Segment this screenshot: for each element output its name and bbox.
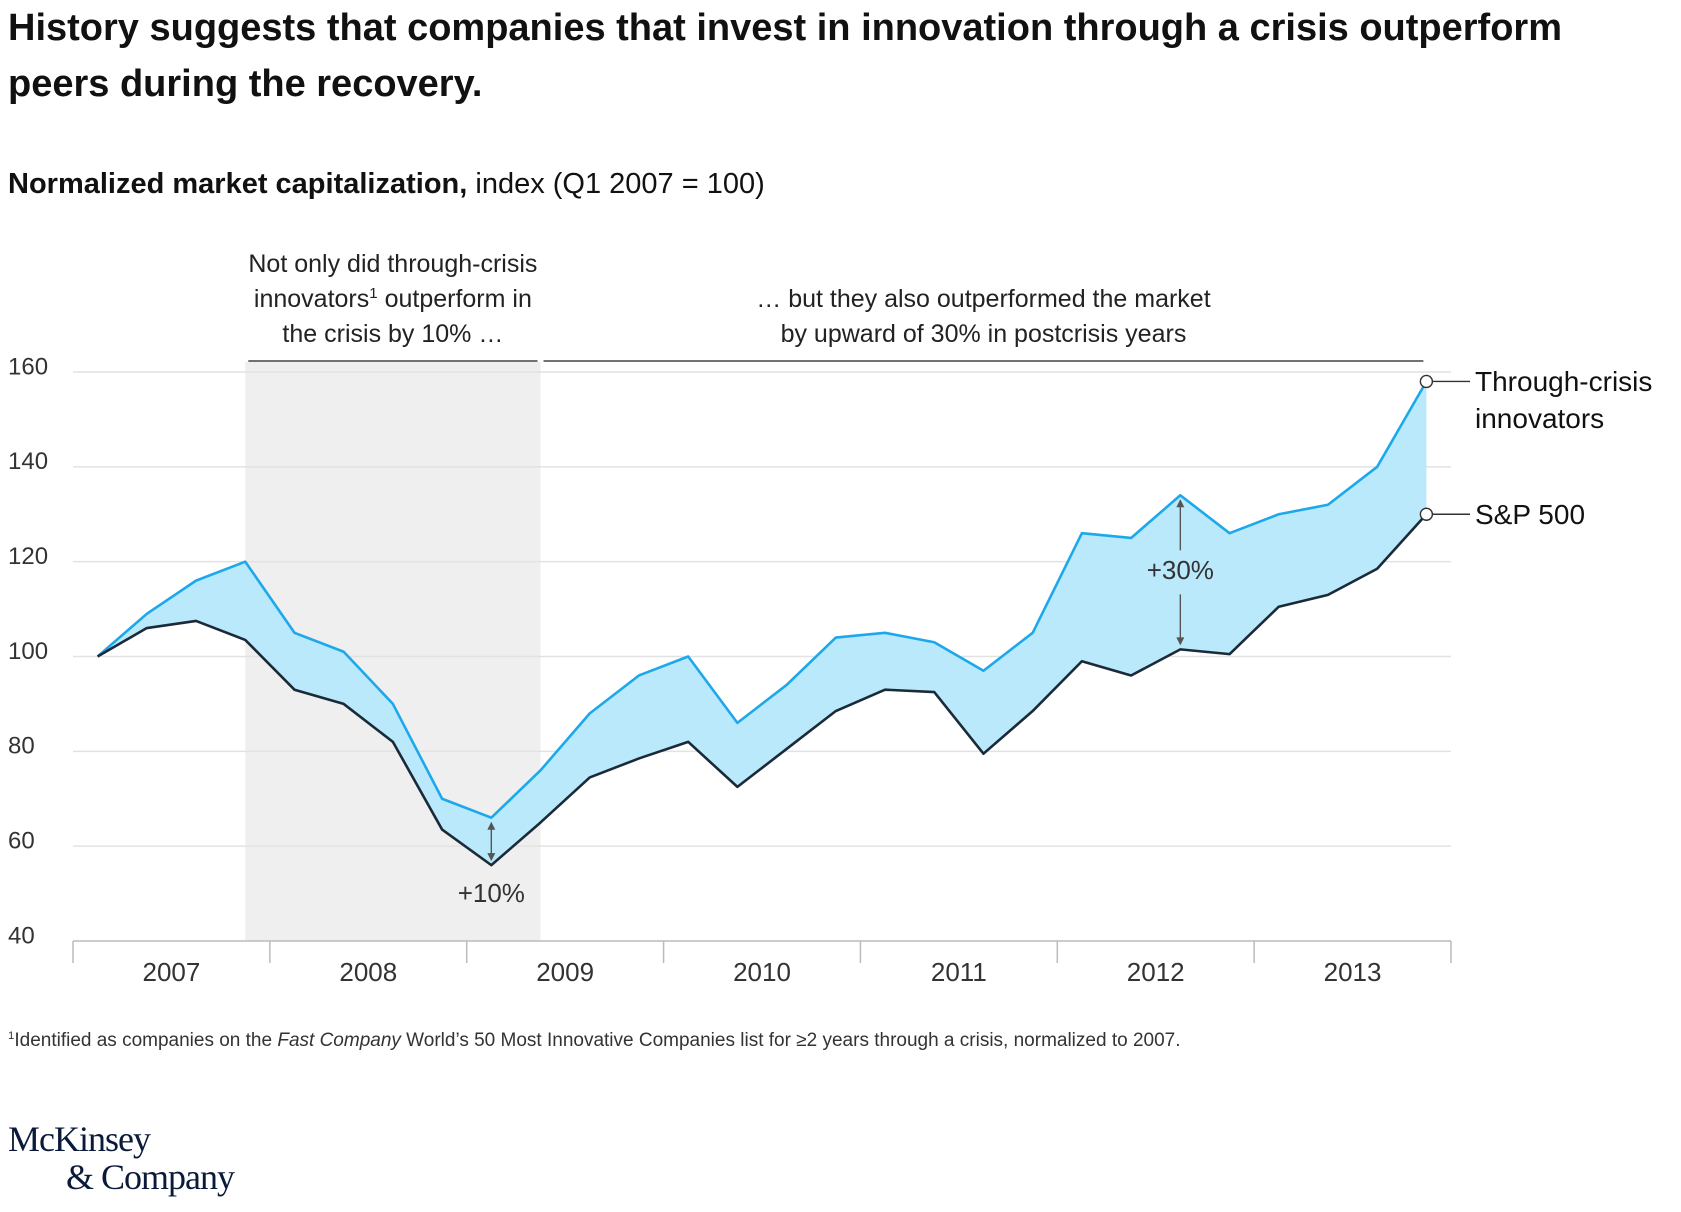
logo: McKinsey & Company	[8, 1119, 235, 1197]
arrow-head	[1176, 637, 1185, 646]
text-run: innovators	[253, 285, 370, 313]
text-run: by upward of 30% in postcrisis years	[780, 320, 1187, 348]
y-tick-label: 140	[8, 448, 48, 475]
legend-label: Through-crisis innovators	[1475, 365, 1653, 434]
text-run: the crisis by 10% …	[282, 320, 504, 348]
annotation-line: … but they also outperformed the market	[756, 282, 1210, 317]
annotation-line: Not only did through-crisis	[248, 247, 537, 282]
arrow-head	[487, 821, 496, 830]
x-tick-label: 2012	[1127, 957, 1185, 987]
annotation-line: innovators1 outperform in	[248, 282, 537, 317]
footnote: 1Identified as companies on the Fast Com…	[8, 1030, 1181, 1052]
legend-label: S&P 500	[1475, 498, 1586, 530]
end-marker	[1419, 507, 1434, 521]
gap-area	[97, 381, 1427, 866]
y-tick-label: 160	[8, 353, 48, 380]
annotation: … but they also outperformed the market b…	[756, 282, 1210, 352]
arrow-head	[1176, 499, 1185, 508]
footnote-mark: 1	[8, 1030, 15, 1043]
text-run: index (Q1 2007 = 100)	[467, 168, 765, 200]
series-line	[96, 513, 1428, 867]
footnote-mark: 1	[369, 285, 378, 302]
x-tick-label: 2008	[339, 957, 397, 987]
difference-label: +10%	[458, 878, 525, 908]
end-marker	[1419, 374, 1434, 389]
title: History suggests that companies that inv…	[8, 7, 1562, 105]
y-tick-label: 100	[8, 638, 48, 665]
x-tick-label: 2009	[536, 957, 594, 987]
logo-line: & Company	[66, 1157, 235, 1197]
annotation-line: by upward of 30% in postcrisis years	[756, 317, 1210, 352]
x-tick-label: 2013	[1324, 957, 1382, 987]
y-tick-label: 40	[8, 922, 35, 949]
annotation-line: the crisis by 10% …	[248, 317, 537, 352]
y-tick-label: 60	[8, 828, 35, 855]
difference-label: +30%	[1147, 555, 1214, 585]
difference-marker	[1176, 499, 1185, 646]
x-tick-label: 2010	[733, 957, 791, 987]
series-line	[96, 380, 1428, 820]
text-run: … but they also outperformed the market	[756, 285, 1211, 313]
arrow-head	[487, 853, 496, 862]
text-run: Not only did through-crisis	[248, 250, 538, 278]
annotation: Not only did through-crisis innovators1 o…	[248, 247, 537, 352]
italic-run: Fast Company	[277, 1030, 401, 1051]
y-tick-label: 80	[8, 733, 35, 760]
bold-run: Normalized market capitalization,	[8, 168, 468, 200]
text-run: Identified as companies on the	[14, 1030, 278, 1051]
y-tick-label: 120	[8, 543, 48, 570]
text-run: outperform in	[377, 285, 532, 313]
logo-line: McKinsey	[8, 1119, 151, 1159]
x-tick-label: 2007	[143, 957, 201, 987]
difference-marker	[487, 821, 496, 862]
x-tick-label: 2011	[931, 957, 987, 987]
subtitle: Normalized market capitalization, index …	[8, 168, 765, 201]
text-run: World’s 50 Most Innovative Companies lis…	[400, 1030, 1181, 1051]
